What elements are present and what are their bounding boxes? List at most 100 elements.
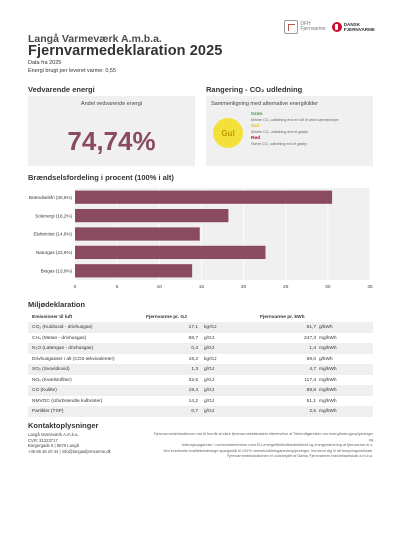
renewable-share-value: 74,74% (67, 126, 156, 156)
table-row: NMVOC (Uforbrændte kulbrinter) 14,2 g/GJ 51… (28, 396, 373, 407)
unit-per-gj: g/GJ (204, 398, 215, 404)
environment-section-title: Miljødeklaration (28, 300, 86, 309)
emission-name: N₂O (Lattergas - drivhusgas) (32, 346, 94, 351)
ranking-item-yellow: Gul Mindre CO₂ udledning end et gasfyr (251, 124, 339, 134)
dfh-logo: DFH Fjernvarme (284, 20, 326, 34)
disclaimer-line: Ved eventuelle kvalitetsmæssige spørgsmå… (163, 448, 373, 453)
x-tick-label: 5 (116, 284, 119, 290)
contact-address: Borgergade 6 | 8870 Langå (28, 443, 79, 449)
contact-phone-email: +45 86 46 20 44 | info@langaafjernvarme.… (28, 448, 111, 454)
value-per-gj: 17,1 (188, 325, 198, 330)
x-tick-label: 20 (241, 284, 247, 290)
emission-name: CO (Kulilte) (32, 388, 57, 393)
category-label: Solenergi (18,2%) (35, 213, 72, 218)
unit-per-kwh: mg/kWh (319, 388, 337, 393)
ranking-legend: Grøn Mindre CO₂ udledning end en luft ti… (251, 112, 339, 148)
bar (75, 227, 200, 241)
value-per-kwh: 117,4 (304, 377, 316, 383)
table-row: Partikler (TSP) 0,7 g/GJ 2,5 mg/kWh (28, 406, 373, 417)
dfh-logo-line1: DFH (300, 21, 311, 27)
fuel-chart-svg: 0 5 10 15 20 25 30 35 Brændselsfri (30,5%) Solene… (29, 188, 373, 290)
bar (75, 245, 266, 260)
value-per-gj: 14,2 (188, 398, 198, 404)
contact-details: Langå Varmeværk A.m.b.a. CVR: 31223717 B… (28, 432, 111, 454)
value-per-gj: 1,3 (191, 367, 198, 372)
x-tick-label: 0 (74, 284, 77, 290)
emission-name: CH₄ (Metan - drivhusgas) (32, 335, 87, 341)
value-per-gj: 0,7 (191, 409, 198, 414)
value-per-kwh: 51,1 (306, 398, 316, 404)
value-per-kwh: 1,4 (309, 346, 316, 351)
ranking-name: Gul (251, 124, 259, 129)
x-tick-label: 25 (283, 284, 289, 290)
emission-name: CO₂ (Kuldioxid - drivhusgas) (32, 325, 93, 330)
contact-cvr: CVR: 31223717 (28, 437, 58, 443)
value-per-gj: 0,4 (191, 346, 198, 351)
value-per-kwh: 2,5 (309, 409, 316, 414)
renewable-panel: Andel vedvarende energi 74,74% (28, 96, 195, 166)
page-title: Fjernvarmedeklaration 2025 (28, 43, 223, 59)
x-tick-label: 35 (367, 284, 373, 290)
table-row: Drivhusgasser i alt (CO2-ækvivalenter) 19… (28, 354, 373, 365)
x-tick-label: 10 (157, 284, 163, 290)
disclaimer-text: Fjernvarmedeklarationen har til formål a… (151, 432, 373, 460)
ranking-item-green: Grøn Mindre CO₂ udledning end en luft ti… (251, 112, 339, 122)
table-header: Emissioner til luft Fjernvarme pr. GJ Fj… (28, 312, 373, 322)
fuel-section-title: Brændselsfordeling i procent (100% i alt… (28, 173, 174, 182)
dansk-fjernvarme-logo: DANSK FJERNVARME (331, 22, 375, 32)
bar (75, 264, 193, 278)
category-label: Elektricitet (14,8%) (33, 232, 72, 237)
contact-section-title: Kontaktoplysninger (28, 421, 99, 430)
data-year: Data fra 2025 (28, 60, 62, 66)
table-row: CO (Kulilte) 19,4 g/GJ 69,8 mg/kWh (28, 385, 373, 396)
dfh-logo-line2: Fjernvarme (300, 26, 326, 32)
table-row: CO₂ (Kuldioxid - drivhusgas) 17,1 kg/GJ 61,… (28, 322, 373, 333)
value-per-kwh: 4,7 (309, 367, 316, 372)
unit-per-gj: g/GJ (204, 367, 215, 372)
ranking-item-red: Rød Større CO₂ udledning end et gasfyr (251, 136, 339, 146)
ranking-badge: Gul (213, 118, 243, 148)
unit-per-gj: kg/GJ (204, 325, 217, 330)
dfh-logo-icon (284, 20, 299, 34)
value-per-kwh: 247,3 (303, 335, 316, 341)
ranking-desc: Mindre CO₂ udledning end et gasfyr (251, 129, 309, 134)
ranking-section-title: Rangering - CO₂ udledning (206, 85, 303, 94)
unit-per-gj: g/GJ (204, 377, 215, 383)
header-per-kwh: Fjernvarme pr. kWh (260, 315, 305, 320)
logos: DFH Fjernvarme DANSK FJERNVARME (284, 18, 375, 36)
unit-per-gj: g/GJ (204, 409, 215, 414)
dansk-fjernvarme-logo-icon (331, 22, 342, 32)
x-tick-label: 30 (325, 284, 331, 290)
value-per-kwh: 69,8 (306, 388, 316, 393)
energy-ratio: Energi brugt per leveret varme: 0,55 (28, 68, 117, 74)
emissions-table: Emissioner til luft Fjernvarme pr. GJ Fj… (28, 312, 373, 417)
unit-per-kwh: mg/kWh (319, 346, 337, 351)
bar (75, 208, 229, 223)
unit-per-gj: g/GJ (204, 388, 215, 393)
ranking-desc: Større CO₂ udledning end et gasfyr (251, 141, 308, 146)
unit-per-kwh: mg/kWh (319, 335, 337, 341)
value-per-gj: 19,4 (188, 388, 198, 393)
category-label: Brændselsfri (30,5%) (29, 195, 73, 200)
emission-name: NOₓ (Kvælstofilter) (32, 377, 72, 383)
disclaimer-line: Fjernvarmedeklarationen har til formål a… (153, 432, 373, 442)
contact-company: Langå Varmeværk A.m.b.a. (28, 432, 79, 437)
unit-per-kwh: mg/kWh (319, 398, 337, 404)
renewable-section-title: Vedvarende energi (28, 85, 95, 94)
table-row: CH₄ (Metan - drivhusgas) 68,7 g/GJ 247,3 mg/… (28, 333, 373, 344)
emission-name: Partikler (TSP) (32, 409, 64, 414)
unit-per-kwh: g/kWh (319, 325, 333, 330)
bar (75, 190, 333, 204)
df-logo-line2: FJERNVARME (343, 27, 375, 32)
disclaimer-line: forbrugsopgørelse i overensstemmelse med… (181, 443, 373, 448)
ranking-name: Grøn (251, 112, 263, 117)
x-tick-label: 15 (199, 284, 205, 290)
category-label: Naturgas (22,6%) (36, 250, 72, 255)
ranking-panel: Sammenligning med alternative energikild… (206, 96, 373, 166)
value-per-gj: 32,6 (188, 377, 198, 383)
unit-per-gj: kg/GJ (204, 356, 217, 362)
table-row: NOₓ (Kvælstofilter) 32,6 g/GJ 117,4 mg/kWh (28, 375, 373, 386)
value-per-gj: 19,2 (188, 356, 198, 362)
unit-per-kwh: mg/kWh (319, 377, 337, 383)
